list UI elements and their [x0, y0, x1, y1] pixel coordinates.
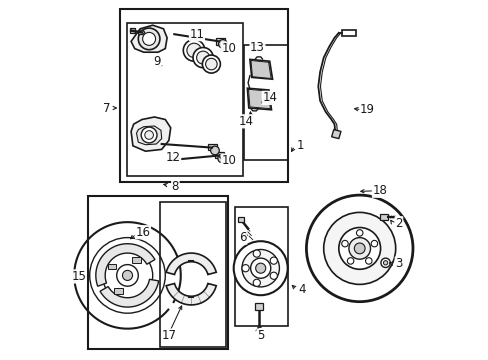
Circle shape	[144, 131, 153, 139]
Bar	[160, 202, 226, 347]
Polygon shape	[114, 288, 122, 294]
Bar	[244, 45, 287, 160]
Polygon shape	[100, 279, 159, 307]
Polygon shape	[254, 303, 263, 310]
Text: 8: 8	[171, 180, 179, 193]
Bar	[88, 196, 228, 349]
Circle shape	[348, 238, 370, 259]
Polygon shape	[131, 117, 170, 151]
Circle shape	[142, 32, 155, 45]
Text: 15: 15	[71, 270, 86, 283]
Circle shape	[380, 258, 389, 267]
Circle shape	[242, 265, 249, 272]
Circle shape	[141, 127, 157, 143]
Circle shape	[383, 261, 387, 265]
Circle shape	[250, 258, 270, 278]
Polygon shape	[166, 283, 216, 305]
Text: 2: 2	[394, 217, 402, 230]
Circle shape	[183, 40, 204, 61]
Text: 12: 12	[165, 151, 181, 164]
Circle shape	[270, 257, 277, 264]
Polygon shape	[379, 214, 387, 220]
Text: 17: 17	[162, 329, 177, 342]
Polygon shape	[166, 253, 216, 275]
Text: 19: 19	[359, 103, 374, 116]
Circle shape	[242, 249, 279, 287]
Circle shape	[338, 228, 380, 269]
Text: 6: 6	[239, 231, 246, 244]
Polygon shape	[247, 88, 271, 110]
Text: 1: 1	[296, 139, 304, 152]
Circle shape	[356, 230, 362, 236]
Text: 5: 5	[257, 329, 264, 342]
Text: 3: 3	[394, 257, 402, 270]
Text: 11: 11	[189, 28, 204, 41]
Polygon shape	[132, 257, 141, 263]
Circle shape	[370, 240, 377, 247]
Polygon shape	[131, 25, 167, 52]
Circle shape	[210, 146, 219, 155]
Polygon shape	[137, 30, 144, 35]
Circle shape	[253, 279, 260, 287]
Text: 7: 7	[102, 102, 110, 114]
Polygon shape	[341, 30, 355, 36]
Polygon shape	[215, 152, 224, 158]
Circle shape	[218, 154, 226, 163]
Polygon shape	[207, 144, 216, 150]
Bar	[127, 23, 242, 176]
Circle shape	[202, 55, 220, 73]
Text: 16: 16	[135, 226, 150, 239]
Polygon shape	[96, 244, 155, 286]
Circle shape	[196, 51, 209, 64]
Polygon shape	[249, 59, 272, 79]
Bar	[120, 9, 287, 182]
Polygon shape	[331, 130, 340, 139]
Polygon shape	[248, 89, 270, 109]
Circle shape	[233, 241, 287, 295]
Text: 10: 10	[221, 154, 236, 167]
Text: 9: 9	[153, 55, 161, 68]
Circle shape	[255, 263, 265, 273]
Text: 4: 4	[298, 283, 305, 296]
Circle shape	[122, 270, 132, 280]
Polygon shape	[250, 60, 270, 78]
Circle shape	[186, 43, 201, 58]
Polygon shape	[215, 38, 224, 45]
Text: 13: 13	[249, 41, 264, 54]
Bar	[235, 207, 287, 326]
Polygon shape	[136, 126, 162, 145]
Circle shape	[323, 212, 395, 284]
Polygon shape	[107, 264, 116, 269]
Circle shape	[341, 240, 347, 247]
Text: 14: 14	[262, 91, 277, 104]
Circle shape	[270, 272, 277, 279]
Circle shape	[346, 258, 353, 264]
Circle shape	[306, 195, 412, 302]
Text: 18: 18	[372, 184, 386, 197]
Circle shape	[138, 28, 160, 50]
Circle shape	[218, 40, 227, 48]
Circle shape	[205, 58, 217, 70]
Text: 10: 10	[221, 42, 236, 55]
Polygon shape	[130, 28, 134, 33]
Circle shape	[193, 48, 213, 68]
Circle shape	[365, 258, 371, 264]
Circle shape	[354, 243, 365, 254]
Text: 14: 14	[239, 115, 254, 128]
Polygon shape	[238, 217, 244, 222]
Circle shape	[253, 250, 260, 257]
